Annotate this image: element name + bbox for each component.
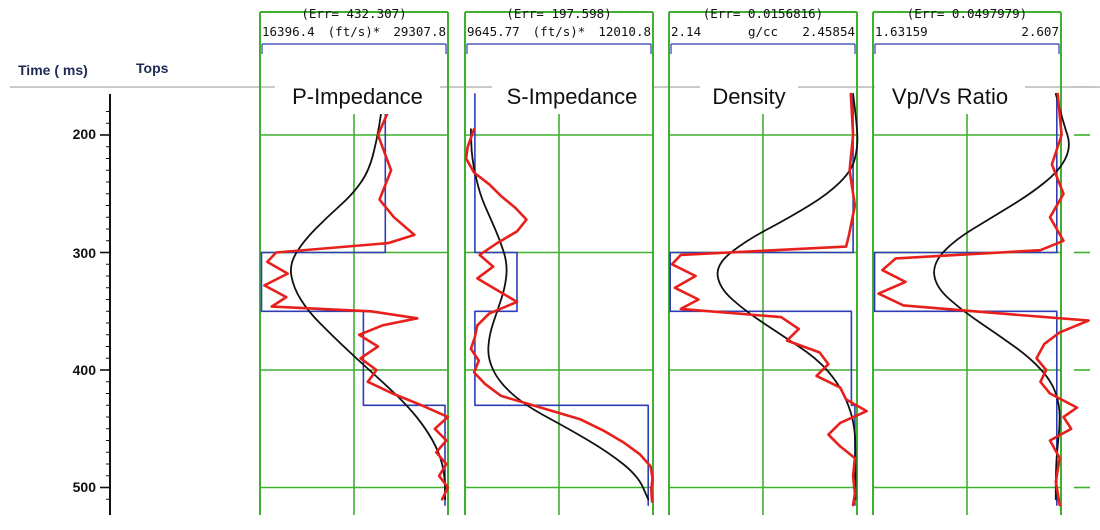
error-label: (Err= 432.307) <box>301 6 407 21</box>
initial-curve <box>289 93 446 501</box>
time-tick-label: 400 <box>72 362 96 378</box>
unit-label: (ft/s)* <box>327 24 381 39</box>
scale-min-label: 1.63159 <box>875 24 928 39</box>
track-title-p-impedance: P-Impedance <box>275 80 440 114</box>
time-tick-label: 500 <box>72 479 96 495</box>
initial-curve <box>933 93 1070 501</box>
track-title-density: Density <box>700 80 798 114</box>
unit-label: g/cc <box>747 24 779 39</box>
scale-min-label: 16396.4 <box>262 24 315 39</box>
model-curve <box>873 93 1058 506</box>
scale-max-label: 12010.8 <box>598 24 651 39</box>
scale-max-label: 2.607 <box>1021 24 1059 39</box>
scale-max-label: 29307.8 <box>393 24 446 39</box>
scale-max-label: 2.45854 <box>802 24 855 39</box>
track-title-vpvs-ratio: Vp/Vs Ratio <box>875 80 1025 114</box>
error-label: (Err= 197.598) <box>506 6 612 21</box>
time-tick-label: 300 <box>72 245 96 261</box>
error-label: (Err= 0.0497979) <box>906 6 1028 21</box>
scale-min-label: 9645.77 <box>467 24 520 39</box>
error-label: (Err= 0.0156816) <box>702 6 824 21</box>
inversion-curve <box>263 92 450 501</box>
inversion-curve <box>670 92 868 507</box>
unit-label: (ft/s)* <box>532 24 586 39</box>
inversion-curve <box>877 92 1090 507</box>
tops-header: Tops <box>136 60 169 76</box>
time-header: Time ( ms) <box>18 62 88 78</box>
initial-curve <box>716 93 859 501</box>
model-curve <box>260 93 446 506</box>
scale-min-label: 2.14 <box>671 24 702 39</box>
time-tick-label: 200 <box>72 126 96 142</box>
initial-curve <box>470 128 650 501</box>
inversion-curve <box>464 127 654 503</box>
track-title-s-impedance: S-Impedance <box>492 80 652 114</box>
